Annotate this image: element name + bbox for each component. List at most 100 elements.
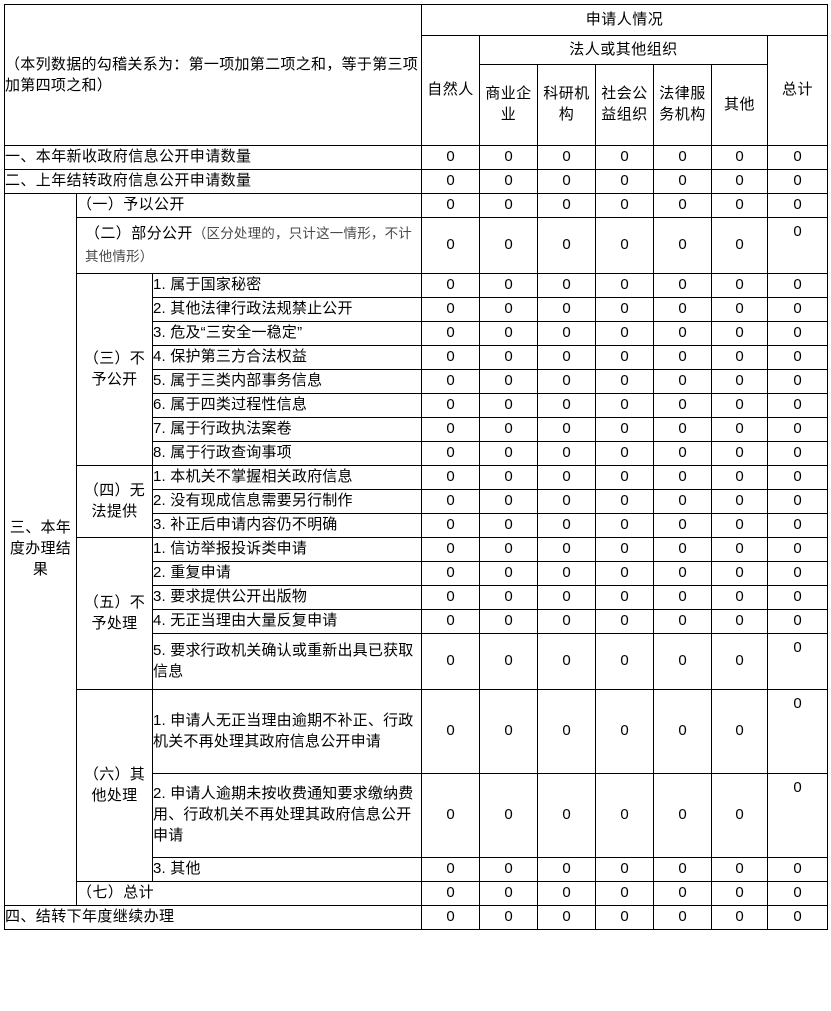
cell-g5-4-social-welfare-org: 0 xyxy=(595,609,655,634)
cell-g3-7-natural-person: 0 xyxy=(421,417,481,442)
cell-g3-7-legal-service-org: 0 xyxy=(653,417,713,442)
cell-g3-1-research-institution: 0 xyxy=(537,273,597,298)
cell-s1-other-org: 0 xyxy=(711,145,769,170)
cell-g4-1-legal-service-org: 0 xyxy=(653,465,713,490)
cell-g3-5-research-institution: 0 xyxy=(537,369,597,394)
header-col-legal-service-org: 法律服务机构 xyxy=(653,64,713,146)
cell-g4-3-legal-service-org: 0 xyxy=(653,513,713,538)
cell-g7-natural-person: 0 xyxy=(421,881,481,906)
header-row-columns: 商业企业 科研机构 社会公益组织 法律服务机构 其他 xyxy=(5,64,828,146)
cell-g4-3-total: 0 xyxy=(767,513,829,538)
label-group-2-note: （区分处理的，只计这一情形，不计其他情形） xyxy=(85,226,413,265)
row-group-3-item-8: 8. 属于行政查询事项 0 0 0 0 0 0 0 xyxy=(5,441,829,466)
cell-g3-6-total: 0 xyxy=(767,393,829,418)
cell-s1-commercial-enterprise: 0 xyxy=(479,145,539,170)
cell-g4-2-commercial-enterprise: 0 xyxy=(479,489,539,514)
cell-g3-2-social-welfare-org: 0 xyxy=(595,297,655,322)
cell-g3-5-commercial-enterprise: 0 xyxy=(479,369,539,394)
label-g3-item-2: 2. 其他法律行政法规禁止公开 xyxy=(151,297,423,322)
cell-g3-6-legal-service-org: 0 xyxy=(653,393,713,418)
cell-g3-4-legal-service-org: 0 xyxy=(653,345,713,370)
cell-g5-3-total: 0 xyxy=(767,585,829,610)
cell-g4-2-other-org: 0 xyxy=(711,489,769,514)
cell-g7-legal-service-org: 0 xyxy=(653,881,713,906)
cell-g3-5-social-welfare-org: 0 xyxy=(595,369,655,394)
cell-g2-total: 0 xyxy=(767,217,829,274)
cell-g6-2-natural-person: 0 xyxy=(421,773,481,858)
cell-g4-1-total: 0 xyxy=(767,465,829,490)
cell-g5-1-social-welfare-org: 0 xyxy=(595,537,655,562)
cell-g5-2-commercial-enterprise: 0 xyxy=(479,561,539,586)
cell-g6-3-commercial-enterprise: 0 xyxy=(479,857,539,882)
cell-g3-1-social-welfare-org: 0 xyxy=(595,273,655,298)
label-g6-item-2: 2. 申请人逾期未按收费通知要求缴纳费用、行政机关不再处理其政府信息公开申请 xyxy=(151,773,423,858)
cell-g5-2-natural-person: 0 xyxy=(421,561,481,586)
row-group-4-item-1: （四）无法提供 1. 本机关不掌握相关政府信息 0 0 0 0 0 0 0 xyxy=(5,465,829,538)
cell-s4-other-org: 0 xyxy=(711,905,769,930)
cell-g5-3-legal-service-org: 0 xyxy=(653,585,713,610)
cell-g6-3-research-institution: 0 xyxy=(537,857,597,882)
cell-g3-1-other-org: 0 xyxy=(711,273,769,298)
cell-g6-1-total: 0 xyxy=(767,689,829,774)
cell-g2-other-org: 0 xyxy=(711,217,769,274)
cell-g3-7-total: 0 xyxy=(767,417,829,442)
label-section-3: 三、本年度办理结果 xyxy=(4,193,77,906)
cell-g3-6-commercial-enterprise: 0 xyxy=(479,393,539,418)
label-group-5: （五）不予处理 xyxy=(76,537,153,690)
cell-g5-5-other-org: 0 xyxy=(711,633,769,690)
cell-g2-legal-service-org: 0 xyxy=(653,217,713,274)
label-g3-item-3: 3. 危及“三安全一稳定” xyxy=(151,321,423,346)
cell-g1-natural-person: 0 xyxy=(421,193,481,218)
row-group-3-item-3: 3. 危及“三安全一稳定” 0 0 0 0 0 0 0 xyxy=(5,321,829,346)
cell-g6-1-research-institution: 0 xyxy=(537,689,597,774)
label-g5-item-1: 1. 信访举报投诉类申请 xyxy=(151,537,423,562)
cell-s2-other-org: 0 xyxy=(711,169,769,194)
cell-g5-5-legal-service-org: 0 xyxy=(653,633,713,690)
header-col-natural-person: 自然人 xyxy=(421,35,481,146)
cell-g6-1-natural-person: 0 xyxy=(421,689,481,774)
cell-g5-4-legal-service-org: 0 xyxy=(653,609,713,634)
row-group-6-item-2: 2. 申请人逾期未按收费通知要求缴纳费用、行政机关不再处理其政府信息公开申请 0… xyxy=(5,773,829,858)
label-group-3: （三）不予公开 xyxy=(76,273,153,466)
cell-g3-1-commercial-enterprise: 0 xyxy=(479,273,539,298)
label-g3-item-6: 6. 属于四类过程性信息 xyxy=(151,393,423,418)
header-col-total: 总计 xyxy=(767,35,829,146)
cell-g5-3-research-institution: 0 xyxy=(537,585,597,610)
row-section-4: 四、结转下年度继续办理 0 0 0 0 0 0 0 xyxy=(3,905,829,930)
cell-s4-research-institution: 0 xyxy=(537,905,597,930)
cell-g3-7-research-institution: 0 xyxy=(537,417,597,442)
cell-g3-1-natural-person: 0 xyxy=(421,273,481,298)
cell-g3-7-commercial-enterprise: 0 xyxy=(479,417,539,442)
cell-g7-commercial-enterprise: 0 xyxy=(479,881,539,906)
row-group-5-item-3: 3. 要求提供公开出版物 0 0 0 0 0 0 0 xyxy=(5,585,829,610)
cell-g3-4-social-welfare-org: 0 xyxy=(595,345,655,370)
cell-s1-research-institution: 0 xyxy=(537,145,597,170)
cell-g4-2-social-welfare-org: 0 xyxy=(595,489,655,514)
cell-g2-research-institution: 0 xyxy=(537,217,597,274)
cell-g3-6-research-institution: 0 xyxy=(537,393,597,418)
label-group-4: （四）无法提供 xyxy=(76,465,153,538)
cell-g7-other-org: 0 xyxy=(711,881,769,906)
cell-g3-3-social-welfare-org: 0 xyxy=(595,321,655,346)
cell-g6-2-total: 0 xyxy=(767,773,829,858)
label-group-2: （二）部分公开（区分处理的，只计这一情形，不计其他情形） xyxy=(75,217,423,274)
cell-g1-other-org: 0 xyxy=(711,193,769,218)
cell-g4-2-research-institution: 0 xyxy=(537,489,597,514)
row-group-3-item-5: 5. 属于三类内部事务信息 0 0 0 0 0 0 0 xyxy=(5,369,829,394)
cell-g5-3-natural-person: 0 xyxy=(421,585,481,610)
cell-g4-1-other-org: 0 xyxy=(711,465,769,490)
cell-g3-6-natural-person: 0 xyxy=(421,393,481,418)
label-g6-item-1: 1. 申请人无正当理由逾期不补正、行政机关不再处理其政府信息公开申请 xyxy=(151,689,423,774)
cell-g5-2-research-institution: 0 xyxy=(537,561,597,586)
cell-g5-1-total: 0 xyxy=(767,537,829,562)
cell-g3-8-commercial-enterprise: 0 xyxy=(479,441,539,466)
cell-g3-3-commercial-enterprise: 0 xyxy=(479,321,539,346)
cell-g3-4-other-org: 0 xyxy=(711,345,769,370)
cell-g6-3-total: 0 xyxy=(767,857,829,882)
label-g4-item-3: 3. 补正后申请内容仍不明确 xyxy=(151,513,423,538)
cell-g5-2-other-org: 0 xyxy=(711,561,769,586)
cell-s1-total: 0 xyxy=(767,145,829,170)
cell-g3-3-research-institution: 0 xyxy=(537,321,597,346)
cell-g5-1-commercial-enterprise: 0 xyxy=(479,537,539,562)
